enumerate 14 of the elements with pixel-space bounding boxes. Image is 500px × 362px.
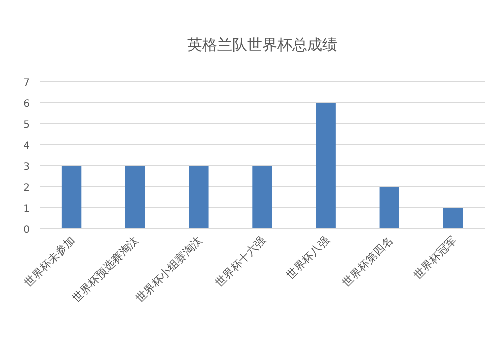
x-tick-label: 世界杯未参加	[22, 234, 78, 290]
y-tick-label: 7	[24, 78, 30, 89]
y-tick-label: 3	[24, 162, 30, 173]
y-tick-label: 5	[24, 120, 30, 131]
y-tick-label: 4	[24, 141, 30, 152]
x-tick-label: 世界杯八强	[284, 234, 332, 282]
y-tick-label: 6	[24, 99, 30, 110]
x-tick-label: 世界杯十六强	[212, 234, 269, 290]
y-tick-label: 1	[24, 204, 30, 215]
title: 英格兰队世界杯总成绩	[188, 36, 338, 54]
x-tick-label: 世界杯冠军	[411, 234, 460, 282]
y-tick-label: 2	[24, 183, 30, 194]
x-tick-label: 世界杯第四名	[340, 234, 396, 290]
y-tick-label: 0	[24, 225, 30, 236]
